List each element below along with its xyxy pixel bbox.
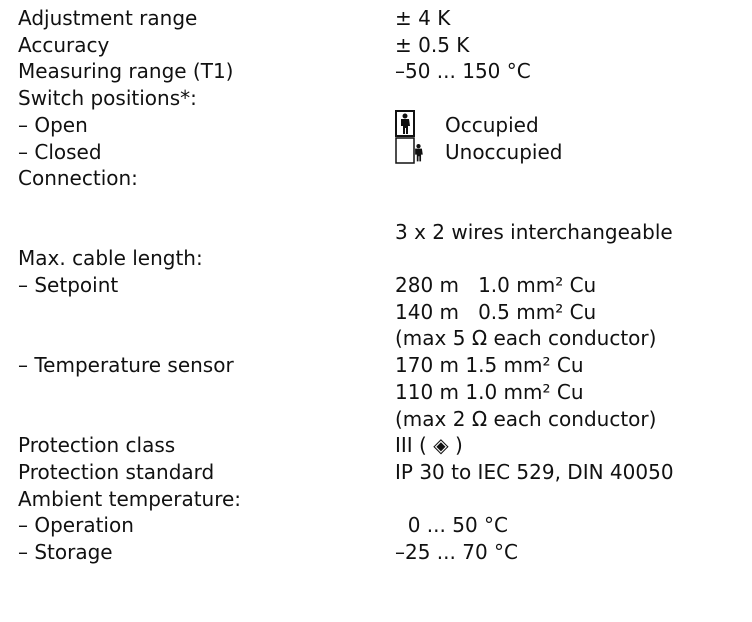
spec-label: Protection class [18, 433, 176, 458]
spec-value: 280 m 1.0 mm² Cu [395, 273, 597, 297]
spec-value: Occupied [445, 112, 539, 137]
spec-value: 140 m 0.5 mm² Cu [395, 299, 597, 324]
spec-label: – Open [18, 112, 88, 137]
spec-label: Adjustment range [18, 6, 198, 30]
spec-value: 0 ... 50 °C [395, 513, 508, 538]
spec-value: III ( ◈ ) [395, 433, 463, 458]
spec-label: – Storage [18, 540, 113, 564]
spec-label: Measuring range (T1) [18, 59, 234, 84]
spec-value: 3 x 2 wires interchangeable [395, 219, 673, 244]
spec-label: Switch positions*: [18, 86, 197, 111]
spec-label: Max. cable length: [18, 246, 203, 271]
spec-value: –50 ... 150 °C [395, 59, 531, 84]
spec-value: ± 4 K [395, 6, 451, 30]
spec-value: IP 30 to IEC 529, DIN 40050 [395, 459, 674, 484]
spec-value: ± 0.5 K [395, 32, 470, 57]
spec-value: 170 m 1.5 mm² Cu [395, 353, 584, 378]
spec-value: (max 2 Ω each conductor) [395, 406, 657, 431]
spec-label: – Temperature sensor [18, 353, 234, 378]
spec-value: (max 5 Ω each conductor) [395, 326, 657, 351]
spec-value: Unoccupied [445, 139, 563, 164]
spec-label: – Setpoint [18, 273, 119, 297]
spec-label: – Operation [18, 513, 134, 538]
spec-label: – Closed [18, 139, 102, 164]
switch-icon [395, 109, 417, 142]
icon-svg [395, 136, 423, 164]
spec-value: –25 ... 70 °C [395, 540, 519, 564]
spec-value: 110 m 1.0 mm² Cu [395, 379, 584, 404]
spec-label: Protection standard [18, 459, 215, 484]
spec-label: Connection: [18, 166, 138, 191]
switch-icon [395, 136, 435, 169]
spec-label: Accuracy [18, 32, 110, 57]
spec-label: Ambient temperature: [18, 486, 242, 511]
icon-svg [395, 109, 415, 137]
